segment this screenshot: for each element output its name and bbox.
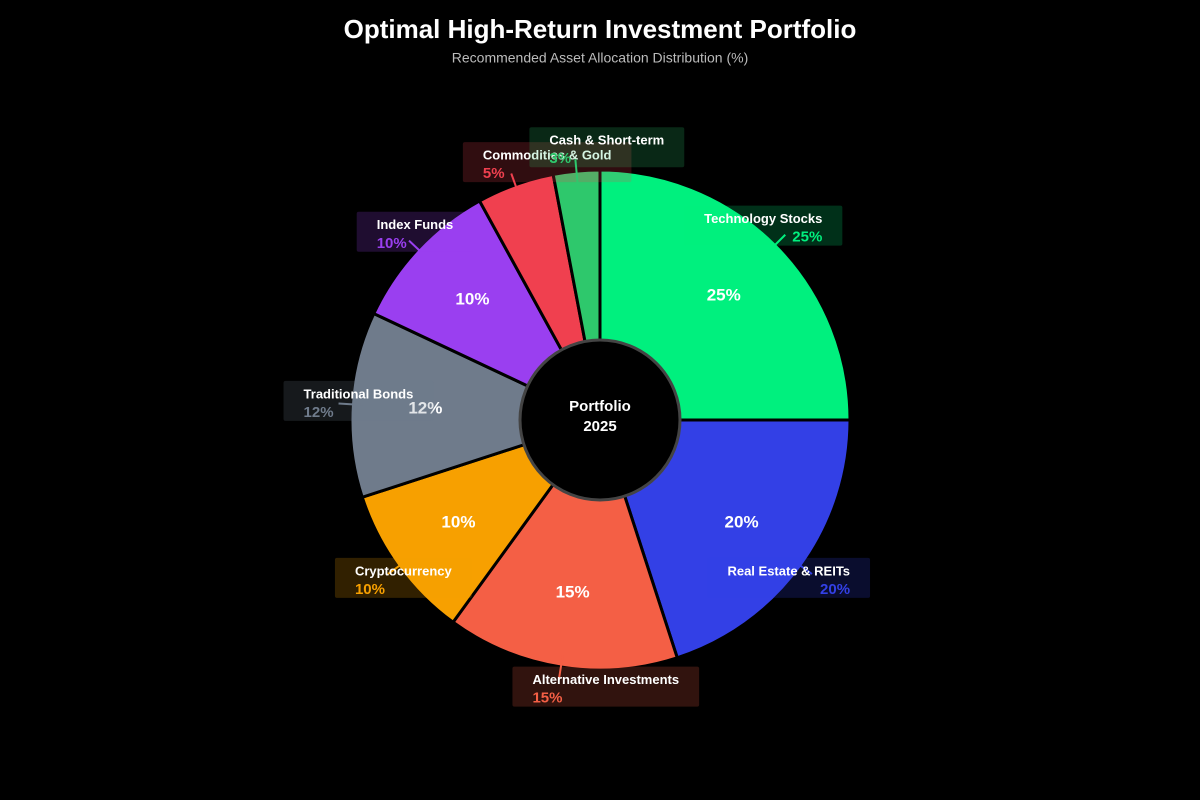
callout-box xyxy=(512,666,700,707)
callout-name: Commodities & Gold xyxy=(483,148,612,163)
leader-line xyxy=(408,239,428,258)
leader-line xyxy=(387,559,409,575)
center-label: Portfolio xyxy=(569,398,631,415)
slice-value-label: 10% xyxy=(455,290,489,309)
callout-value: 12% xyxy=(304,404,334,421)
callout-value: 10% xyxy=(355,581,385,598)
chart-subtitle: Recommended Asset Allocation Distributio… xyxy=(452,50,748,66)
leader-line xyxy=(767,234,786,253)
leader-line xyxy=(574,159,579,184)
callout-box xyxy=(462,142,632,183)
callout-name: Alternative Investments xyxy=(532,672,679,687)
callout-box xyxy=(283,380,434,421)
callout-value: 25% xyxy=(792,229,822,246)
callout-name: Index Funds xyxy=(377,217,454,232)
callout-box xyxy=(529,127,685,168)
callout-name: Technology Stocks xyxy=(704,211,822,226)
callout-value: 5% xyxy=(483,165,505,182)
slice-value-label: 12% xyxy=(408,398,442,417)
leader-line xyxy=(558,654,564,679)
callout-name: Cash & Short-term xyxy=(549,133,664,148)
center-hole xyxy=(518,338,682,502)
callout-box xyxy=(684,205,843,246)
callout-value: 3% xyxy=(549,150,571,167)
callout-value: 20% xyxy=(820,581,850,598)
chart-title: Optimal High-Return Investment Portfolio xyxy=(344,14,857,44)
slice-value-label: 25% xyxy=(707,286,741,305)
leader-line xyxy=(338,402,363,407)
slice-value-label: 10% xyxy=(441,512,475,531)
slice-value-label: 20% xyxy=(725,512,759,531)
slice-value-label: 15% xyxy=(556,582,590,601)
callout-value: 15% xyxy=(532,690,562,707)
callout-box xyxy=(707,557,871,598)
leader-line xyxy=(791,559,813,575)
callout-name: Real Estate & REITs xyxy=(727,563,850,578)
callout-name: Traditional Bonds xyxy=(304,386,414,401)
slices: 25% 20% 15% 10% 12% 10% xyxy=(348,168,852,672)
callout-name: Cryptocurrency xyxy=(355,563,453,578)
callout-value: 10% xyxy=(377,235,407,252)
callout-box xyxy=(356,211,474,252)
callout-box xyxy=(334,557,472,598)
leader-line xyxy=(510,173,521,197)
center-label: 2025 xyxy=(583,418,616,435)
